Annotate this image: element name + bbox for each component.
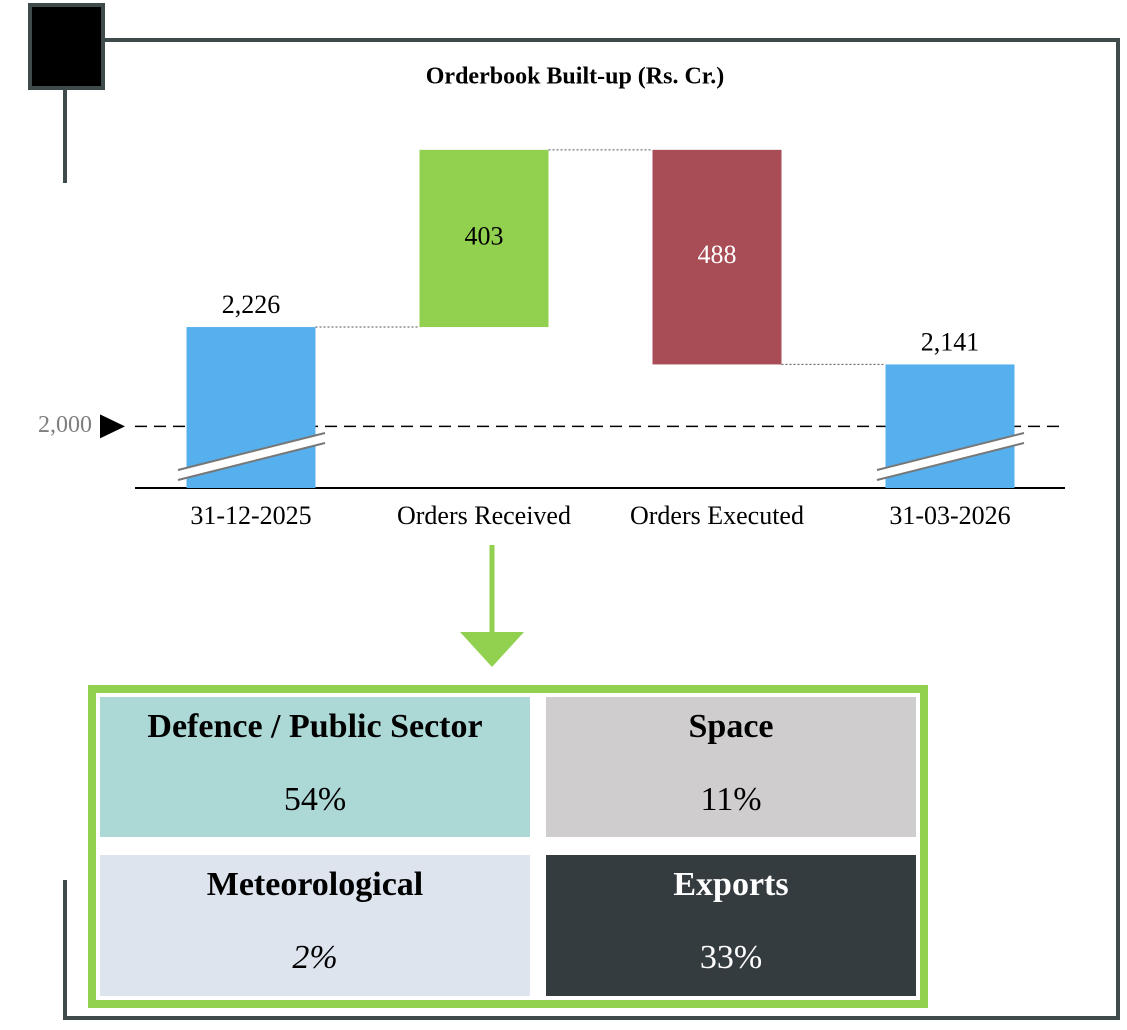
axis-break	[876, 442, 1025, 481]
segment-cell	[546, 855, 916, 996]
segment-name: Meteorological	[207, 866, 424, 903]
segment-name: Space	[689, 708, 774, 745]
segment-share: 2%	[292, 939, 337, 976]
x-tick-label: 31-12-2025	[190, 501, 311, 530]
value-label: 403	[465, 221, 504, 250]
axis-break	[876, 432, 1025, 471]
tick-marker	[100, 414, 125, 439]
axis-break	[877, 433, 1024, 480]
bar	[652, 149, 782, 365]
x-tick-label: Orders Executed	[630, 501, 804, 530]
frame	[63, 38, 1120, 1020]
axis-break	[177, 442, 326, 481]
segment-share: 33%	[700, 939, 762, 976]
axis-break	[178, 433, 325, 480]
segment-cell	[546, 697, 916, 837]
value-label: 2,141	[921, 327, 980, 356]
x-tick-label: 31-03-2026	[889, 501, 1010, 530]
segment-cell	[100, 855, 530, 996]
chart-title: Orderbook Built-up (Rs. Cr.)	[426, 64, 724, 90]
y-tick-label: 2,000	[38, 412, 92, 438]
segment-share: 54%	[284, 781, 346, 818]
segment-cell	[100, 697, 530, 837]
arrow-head	[460, 632, 524, 667]
value-label: 488	[698, 240, 737, 269]
segment-name: Exports	[673, 866, 788, 903]
axis-break	[177, 432, 326, 471]
x-tick-label: Orders Received	[397, 501, 571, 530]
segment-name: Defence / Public Sector	[147, 708, 482, 745]
bar	[419, 149, 549, 328]
segment-share: 11%	[700, 781, 761, 818]
corner-block	[28, 3, 105, 90]
value-label: 2,226	[222, 290, 281, 319]
